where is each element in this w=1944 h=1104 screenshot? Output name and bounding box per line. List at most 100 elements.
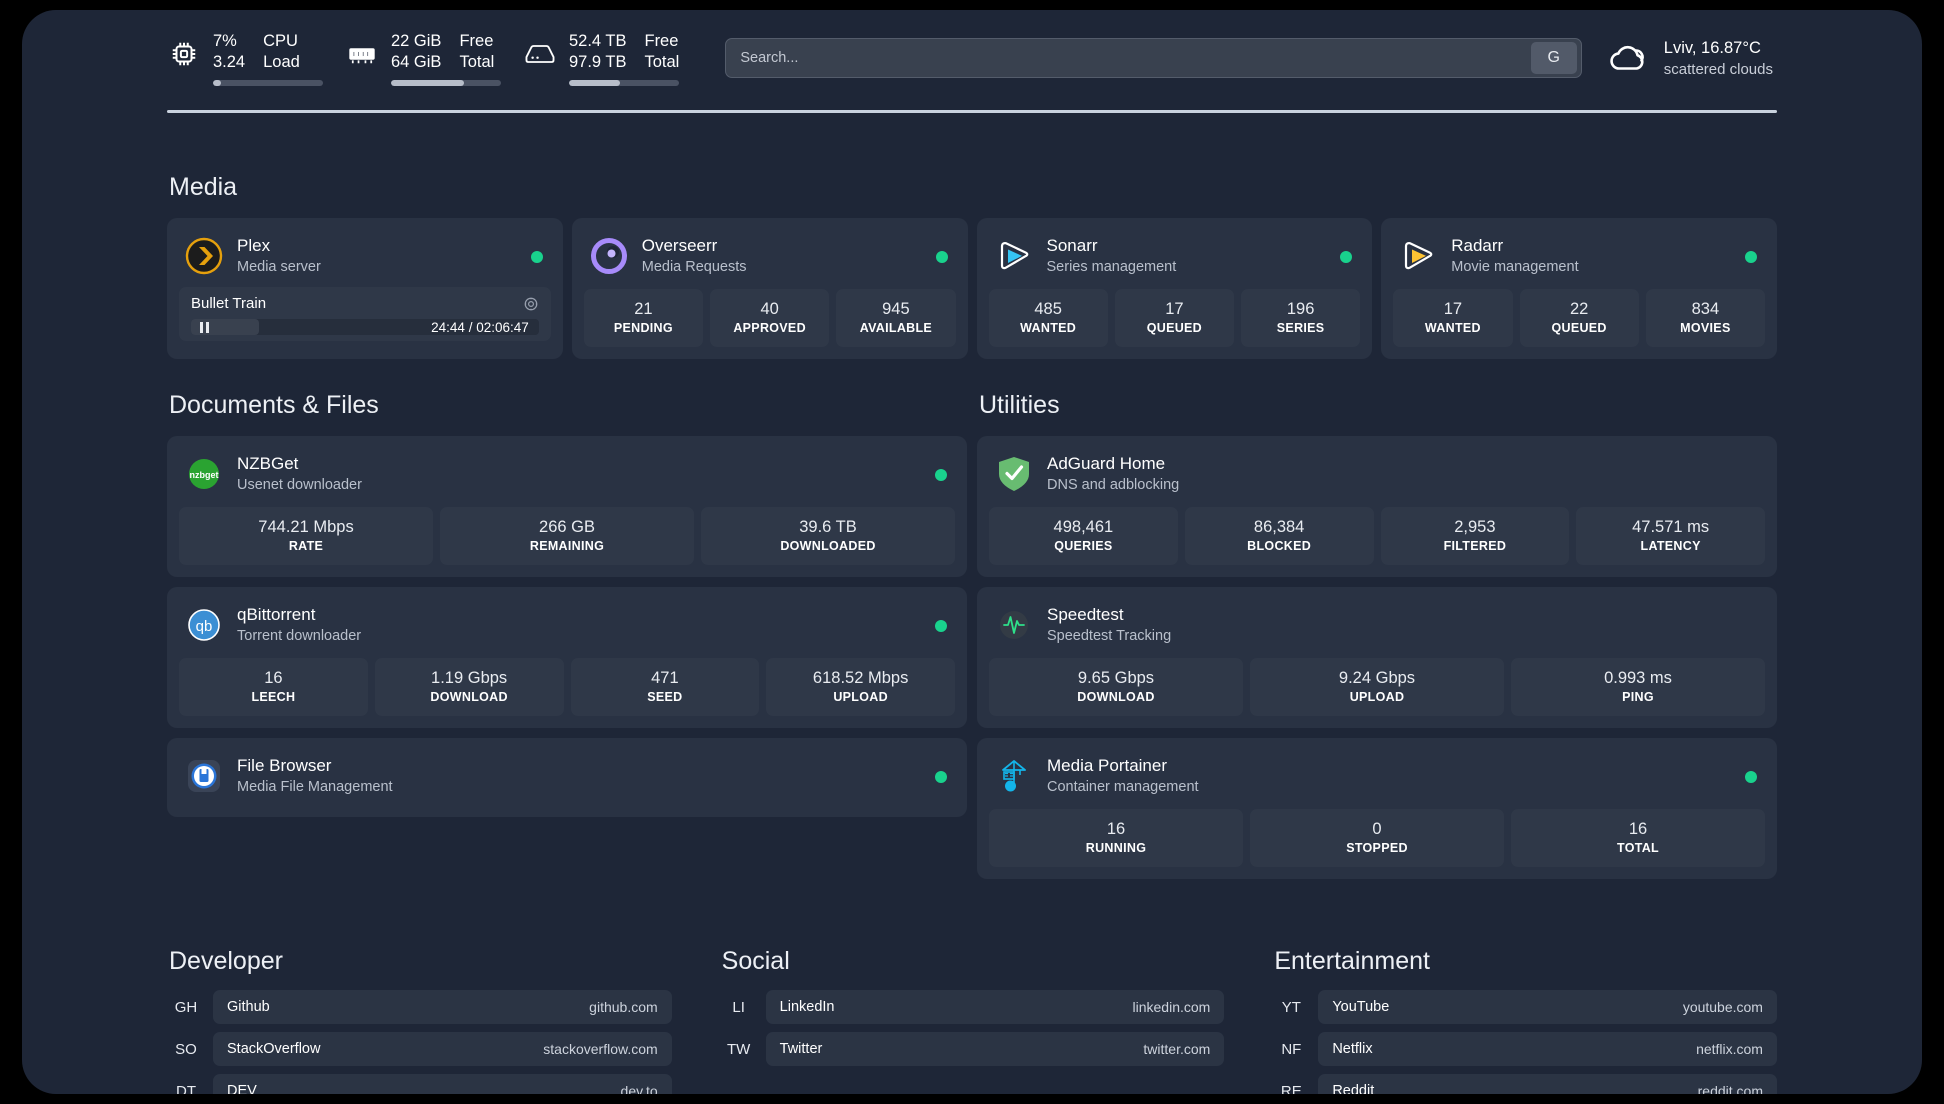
- service-card-sonarr[interactable]: Sonarr Series management 485 WANTED 17 Q…: [976, 218, 1373, 359]
- sonarr-icon: [995, 237, 1033, 275]
- service-card-portainer[interactable]: Media Portainer Container management 16 …: [977, 738, 1777, 879]
- ram-icon: [345, 37, 379, 71]
- bookmark-badge: RE: [1280, 1082, 1302, 1095]
- memory-stat-group: 22 GiB 64 GiB Free Total: [345, 31, 501, 86]
- memory-label-bottom: Total: [459, 52, 495, 71]
- disk-free: 52.4 TB: [569, 31, 627, 50]
- stat-cell: 0 STOPPED: [1250, 809, 1504, 867]
- bookmark-item[interactable]: GH Github github.com: [167, 990, 672, 1024]
- stat-label: TOTAL: [1616, 841, 1659, 855]
- service-stats: 9.65 Gbps DOWNLOAD 9.24 Gbps UPLOAD 0.99…: [989, 658, 1765, 716]
- stat-label: WANTED: [1424, 321, 1481, 335]
- search-placeholder: Search...: [740, 50, 799, 66]
- utilities-column: Utilities AdGuard Home DNS and adblockin…: [977, 391, 1777, 879]
- service-card-plex[interactable]: Plex Media server Bullet Train: [167, 218, 563, 359]
- weather-condition: scattered clouds: [1663, 60, 1773, 78]
- stat-value: 471: [651, 669, 679, 687]
- stat-label: RATE: [288, 539, 324, 553]
- bookmark-link[interactable]: Reddit reddit.com: [1318, 1074, 1777, 1094]
- stat-value: 47.571 ms: [1632, 518, 1710, 536]
- bookmark-link[interactable]: Twitter twitter.com: [765, 1032, 1225, 1066]
- stat-value: 834: [1691, 300, 1720, 318]
- bookmark-name: YouTube: [1332, 999, 1390, 1015]
- bookmark-item[interactable]: SO StackOverflow stackoverflow.com: [167, 1032, 672, 1066]
- stat-cell: 744.21 Mbps RATE: [179, 507, 433, 565]
- service-card-nzbget[interactable]: nzbget NZBGet Usenet downloader 744.21 M…: [167, 436, 967, 577]
- stat-label: FILTERED: [1443, 539, 1507, 553]
- service-card-adguard[interactable]: AdGuard Home DNS and adblocking 498,461 …: [977, 436, 1777, 577]
- stat-cell: 47.571 ms LATENCY: [1576, 507, 1765, 565]
- status-indicator: [1745, 251, 1757, 263]
- bookmark-name: Github: [227, 999, 270, 1015]
- adguard-icon: [995, 455, 1033, 493]
- bookmark-group-title: Social: [721, 947, 790, 975]
- service-subtitle: Torrent downloader: [237, 628, 362, 644]
- status-indicator: [935, 620, 947, 632]
- service-name: AdGuard Home: [1047, 454, 1166, 473]
- stat-label: DOWNLOAD: [1077, 690, 1155, 704]
- bookmark-link[interactable]: Github github.com: [213, 990, 672, 1024]
- service-card-speedtest[interactable]: Speedtest Speedtest Tracking 9.65 Gbps D…: [977, 587, 1777, 728]
- stat-cell: 21 PENDING: [583, 289, 703, 347]
- stat-value: 39.6 TB: [799, 518, 857, 536]
- stat-value: 16: [1106, 820, 1126, 838]
- bookmark-name: Reddit: [1332, 1083, 1375, 1094]
- status-indicator: [1340, 251, 1353, 263]
- bookmarks-area: Developer GH Github github.com SO StackO…: [167, 947, 1777, 1094]
- service-name: Media Portainer: [1047, 756, 1168, 775]
- stat-cell: 471 SEED: [570, 658, 760, 716]
- stat-label: UPLOAD: [1349, 690, 1405, 704]
- disk-label-top: Free: [644, 31, 679, 50]
- service-name: NZBGet: [237, 454, 299, 473]
- disk-stat-group: 52.4 TB 97.9 TB Free Total: [523, 31, 679, 86]
- gear-icon[interactable]: [523, 296, 539, 312]
- status-indicator: [935, 771, 947, 783]
- service-card-radarr[interactable]: Radarr Movie management 17 WANTED 22 QUE…: [1381, 218, 1777, 359]
- stat-label: LEECH: [251, 690, 296, 704]
- documents-column: Documents & Files nzbget NZBGet Usenet d…: [167, 391, 967, 879]
- stat-cell: 266 GB REMAINING: [440, 507, 694, 565]
- bookmark-link[interactable]: LinkedIn linkedin.com: [765, 990, 1225, 1024]
- service-card-qbittorrent[interactable]: qb qBittorrent Torrent downloader 16 LEE…: [167, 587, 967, 728]
- bookmark-item[interactable]: YT YouTube youtube.com: [1272, 990, 1777, 1024]
- service-stats: 16 RUNNING 0 STOPPED 16 TOTAL: [989, 809, 1765, 867]
- bookmark-name: StackOverflow: [227, 1041, 321, 1057]
- stat-cell: 40 APPROVED: [710, 289, 830, 347]
- service-card-filebrowser[interactable]: File Browser Media File Management: [167, 738, 967, 817]
- bookmark-link[interactable]: Netflix netflix.com: [1318, 1032, 1777, 1066]
- stat-cell: 17 WANTED: [1393, 289, 1513, 347]
- service-name: qBittorrent: [237, 605, 316, 624]
- playback-progress-bar[interactable]: 24:44 / 02:06:47: [191, 319, 539, 335]
- bookmark-badge: DT: [176, 1082, 196, 1095]
- stat-value: 86,384: [1253, 518, 1305, 536]
- bookmark-badge: SO: [175, 1040, 197, 1058]
- bookmark-item[interactable]: TW Twitter twitter.com: [720, 1032, 1225, 1066]
- weather-widget: Lviv, 16.87°C scattered clouds: [1606, 37, 1773, 80]
- bookmark-item[interactable]: LI LinkedIn linkedin.com: [720, 990, 1225, 1024]
- bookmark-item[interactable]: RE Reddit reddit.com: [1272, 1074, 1777, 1094]
- bookmark-link[interactable]: YouTube youtube.com: [1318, 990, 1777, 1024]
- now-playing-panel: Bullet Train 24:44 / 02:06:47: [179, 287, 551, 341]
- pause-icon[interactable]: [200, 321, 209, 333]
- bookmark-badge: NF: [1281, 1040, 1302, 1058]
- stat-cell: 22 QUEUED: [1519, 289, 1639, 347]
- bookmark-url: youtube.com: [1682, 999, 1763, 1015]
- bookmark-link[interactable]: StackOverflow stackoverflow.com: [213, 1032, 672, 1066]
- search-area: Search... G: [725, 38, 1582, 78]
- service-card-overseerr[interactable]: Overseerr Media Requests 21 PENDING 40 A…: [571, 218, 968, 359]
- svg-text:qb: qb: [196, 618, 213, 635]
- section-title-media: Media: [169, 173, 238, 201]
- bookmark-link[interactable]: DEV dev.to: [213, 1074, 672, 1094]
- bookmark-item[interactable]: NF Netflix netflix.com: [1272, 1032, 1777, 1066]
- stat-value: 16: [264, 669, 283, 687]
- bookmark-item[interactable]: DT DEV dev.to: [167, 1074, 672, 1094]
- stat-value: 196: [1286, 300, 1315, 318]
- bookmark-badge: GH: [174, 998, 198, 1016]
- search-input[interactable]: Search... G: [725, 38, 1582, 78]
- stat-value: 618.52 Mbps: [812, 669, 909, 687]
- stat-label: REMAINING: [529, 539, 605, 553]
- stat-cell: 16 TOTAL: [1511, 809, 1765, 867]
- search-engine-button[interactable]: G: [1530, 42, 1577, 74]
- stat-cell: 945 AVAILABLE: [836, 289, 956, 347]
- stat-cell: 86,384 BLOCKED: [1184, 507, 1374, 565]
